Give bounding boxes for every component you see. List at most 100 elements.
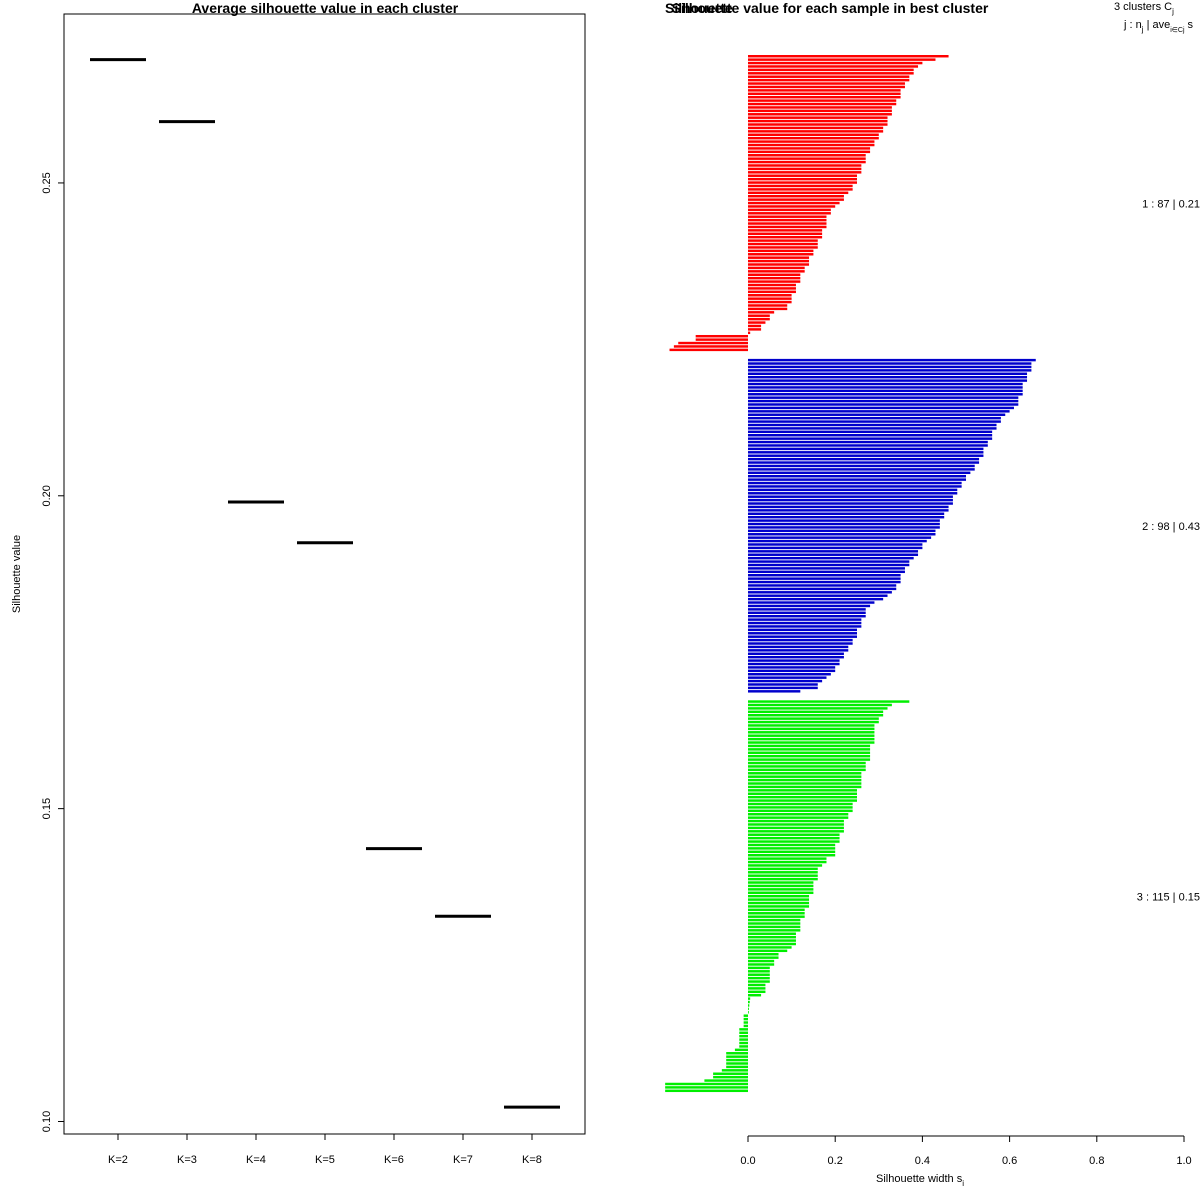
silhouette-bar	[748, 652, 844, 655]
silhouette-bar	[748, 406, 1014, 410]
silhouette-bar	[748, 744, 871, 748]
silhouette-bar	[743, 1021, 748, 1024]
silhouette-bar	[748, 75, 910, 78]
silhouette-bar	[748, 410, 1010, 413]
silhouette-bar	[748, 857, 827, 860]
silhouette-bar	[748, 772, 862, 775]
silhouette-bar	[748, 833, 840, 836]
left-plot-frame	[63, 13, 586, 1135]
silhouette-bar	[748, 386, 1023, 389]
silhouette-bar	[748, 239, 818, 242]
silhouette-bar	[748, 946, 792, 949]
silhouette-bar	[748, 621, 862, 625]
silhouette-bar	[748, 232, 823, 236]
silhouette-bar	[748, 922, 801, 925]
silhouette-bar	[748, 543, 923, 546]
silhouette-bar	[748, 864, 823, 867]
left-x-tick-label: K=4	[246, 1154, 266, 1166]
right-x-tick-label: 0.2	[828, 1155, 843, 1167]
silhouette-bar	[748, 457, 980, 461]
silhouette-bar	[748, 918, 801, 922]
silhouette-bar	[748, 567, 905, 570]
right-chart-title: Silhouette value for each sample in best…	[672, 0, 989, 16]
silhouette-bar	[748, 632, 857, 635]
silhouette-bar	[748, 550, 919, 553]
silhouette-bar	[748, 317, 770, 321]
silhouette-bar	[748, 1000, 750, 1004]
silhouette-bar	[748, 522, 940, 526]
silhouette-bar	[704, 1079, 748, 1082]
silhouette-bar	[748, 751, 871, 755]
silhouette-bar	[748, 997, 751, 1000]
silhouette-bar	[748, 666, 836, 669]
right-x-tick-label: 0.4	[915, 1155, 930, 1167]
silhouette-bar	[748, 789, 857, 792]
silhouette-bar	[748, 587, 897, 591]
silhouette-bar	[748, 72, 914, 75]
silhouette-bar	[748, 273, 801, 276]
silhouette-bar	[748, 594, 888, 597]
silhouette-bar	[748, 533, 936, 536]
silhouette-bar	[748, 881, 814, 884]
silhouette-bar	[748, 782, 862, 785]
silhouette-bar	[748, 778, 862, 782]
silhouette-bar	[748, 505, 949, 509]
silhouette-bar	[748, 669, 836, 673]
silhouette-bar	[748, 464, 975, 468]
silhouette-bar	[748, 150, 871, 154]
silhouette-bar	[739, 1045, 748, 1048]
silhouette-bar	[748, 1007, 749, 1011]
silhouette-bar	[748, 102, 897, 106]
silhouette-bar	[748, 434, 993, 437]
silhouette-bar	[748, 642, 853, 645]
silhouette-bar	[726, 1055, 748, 1058]
silhouette-bar	[748, 478, 966, 481]
silhouette-bar	[743, 1024, 748, 1028]
silhouette-bar	[748, 331, 751, 335]
silhouette-bar	[748, 898, 810, 901]
left-average-marks	[90, 58, 560, 1109]
silhouette-bar	[748, 580, 901, 584]
silhouette-bar	[748, 539, 927, 543]
left-x-axis: K=2 K=3 K=4 K=5 K=6 K=7 K=8	[108, 1134, 542, 1166]
silhouette-bar	[748, 980, 770, 983]
silhouette-bar	[748, 912, 805, 915]
left-y-tick-label: 0.20	[41, 485, 53, 506]
silhouette-bar	[748, 748, 871, 751]
silhouette-bar	[748, 853, 836, 857]
silhouette-bar	[748, 58, 936, 61]
silhouette-bar	[748, 314, 770, 317]
silhouette-bar	[748, 785, 862, 789]
silhouette-bar	[748, 894, 810, 898]
silhouette-bar	[748, 304, 788, 307]
silhouette-bar	[748, 871, 818, 874]
silhouette-bar	[748, 181, 857, 184]
silhouette-bar	[748, 379, 1028, 382]
silhouette-bar	[748, 843, 836, 847]
silhouette-bar	[748, 734, 875, 737]
silhouette-bar	[748, 860, 827, 864]
silhouette-bar	[748, 659, 840, 662]
silhouette-bar	[748, 65, 919, 68]
silhouette-bar	[748, 925, 801, 929]
silhouette-bar	[748, 983, 766, 987]
silhouette-bar	[748, 724, 875, 727]
silhouette-bar	[726, 1058, 748, 1062]
silhouette-bar	[748, 502, 953, 505]
silhouette-bar	[748, 792, 857, 795]
silhouette-bar	[748, 68, 914, 72]
silhouette-bar	[726, 1052, 748, 1055]
cluster-summary-label: 2 : 98 | 0.43	[1142, 521, 1200, 533]
left-x-tick-label: K=7	[453, 1154, 473, 1166]
silhouette-bar	[748, 451, 984, 454]
silhouette-bar	[748, 399, 1019, 403]
silhouette-bar	[748, 263, 810, 266]
silhouette-bar	[748, 679, 823, 683]
silhouette-bar	[748, 720, 879, 724]
silhouette-bar	[748, 874, 818, 877]
silhouette-bar	[748, 266, 805, 270]
right-x-tick-label: 0.0	[740, 1155, 755, 1167]
silhouette-bar	[669, 348, 748, 352]
silhouette-bar	[748, 389, 1023, 393]
silhouette-bar	[748, 225, 827, 229]
